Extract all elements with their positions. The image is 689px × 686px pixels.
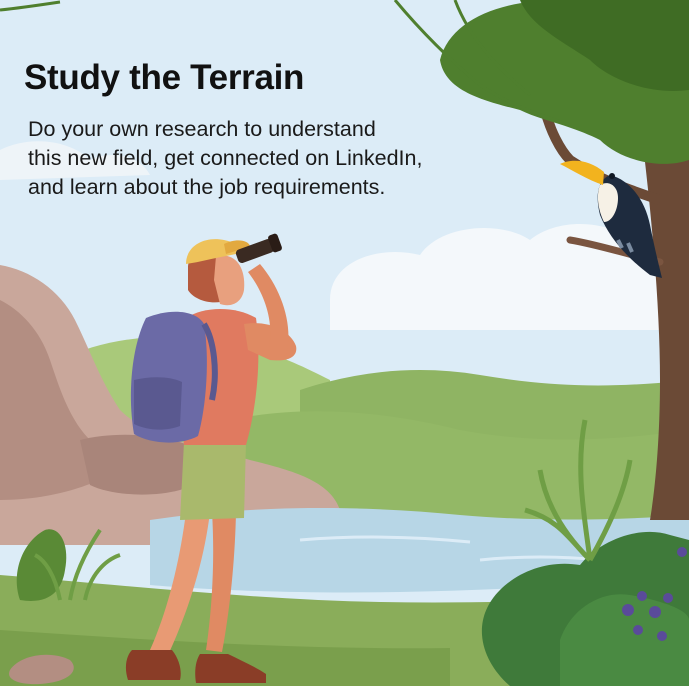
hiker-shoe-back [195, 654, 266, 683]
hiker-leg-front [150, 512, 210, 655]
tree-trunk [640, 100, 689, 520]
fern [524, 419, 633, 562]
berry [633, 625, 643, 635]
berry [637, 591, 647, 601]
berry [622, 604, 634, 616]
toucan-beak [560, 160, 604, 185]
hiker-shorts [180, 442, 246, 520]
toucan-feet [616, 239, 634, 253]
binoculars-icon [235, 233, 282, 263]
cloud-left [0, 141, 150, 180]
berries [622, 547, 687, 641]
small-rock [9, 654, 74, 685]
binoculars-body [235, 239, 275, 263]
hiker-forearm [248, 264, 289, 356]
river-highlight [299, 535, 471, 544]
berry [663, 593, 673, 603]
top-left-vine [0, 0, 61, 12]
berry [657, 631, 667, 641]
grass-field [230, 411, 689, 520]
body-line-3: and learn about the job requirements. [28, 175, 386, 199]
hiker-shoe-front [125, 650, 181, 680]
toucan-eye [609, 173, 615, 179]
body-copy: Do your own research to understand this … [28, 115, 498, 202]
left-grass [33, 528, 121, 601]
headline: Study the Terrain [24, 58, 305, 97]
rock-ledge [80, 434, 211, 495]
hiker-leg-back [206, 512, 236, 652]
backpack-pocket [134, 377, 182, 430]
body-line-1: Do your own research to understand [28, 117, 376, 141]
hiker-cap-brim [224, 240, 250, 254]
hiker [125, 233, 297, 683]
berry [677, 547, 687, 557]
cloud-right [330, 223, 689, 330]
backpack-strap [201, 322, 218, 401]
berry [649, 606, 661, 618]
binoculars-lens [268, 233, 282, 253]
toucan-chest [597, 183, 618, 222]
tree-canopy-dark [520, 0, 689, 91]
hanging-vine [393, 0, 571, 127]
tree-branch [540, 108, 662, 205]
body-line-2: this new field, get connected on LinkedI… [28, 146, 423, 170]
hiker-face [214, 255, 245, 306]
toucan [560, 160, 662, 278]
